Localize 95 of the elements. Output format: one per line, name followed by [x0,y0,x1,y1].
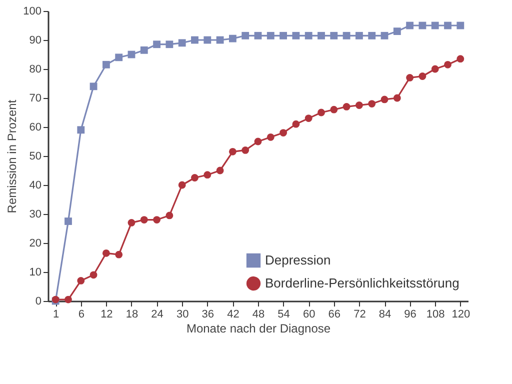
point [178,181,186,189]
point [444,22,452,30]
x-tick-label: 84 [378,308,392,320]
point [342,103,350,110]
point [280,32,288,40]
point [330,32,338,40]
x-tick-label: 30 [176,308,189,320]
x-tick-label: 6 [78,308,84,320]
y-tick-label: 90 [29,34,42,46]
point [266,133,274,141]
point [380,32,388,40]
x-tick-label: 1 [53,308,60,320]
point [418,72,426,80]
point [355,102,363,109]
legend-label: Depression [265,252,331,268]
point [418,22,426,30]
point [242,32,250,40]
x-tick-label: 48 [252,308,265,320]
x-tick-label: 60 [302,308,316,320]
y-tick-label: 0 [35,296,42,308]
point [318,108,325,116]
point [153,40,161,48]
point [216,166,224,174]
point [380,96,388,104]
point [254,138,262,146]
point [64,296,72,304]
x-tick-label: 66 [328,308,341,320]
point [228,148,236,156]
x-axis-title: Monate nach der Diagnose [186,322,331,336]
point [292,32,300,40]
x-tick-label: 72 [354,308,366,320]
point [431,65,439,73]
point [393,94,401,102]
point [266,32,274,40]
point [368,100,376,108]
y-tick-label: 70 [29,92,42,104]
point [90,271,98,279]
x-tick-label: 108 [426,308,445,320]
point [280,129,288,136]
point [115,54,123,62]
point [292,120,300,128]
point [166,212,174,220]
point [406,74,414,82]
point [393,28,401,36]
point [140,46,148,54]
point [191,36,198,44]
y-tick-label: 30 [29,208,42,220]
point [456,22,464,30]
legend-label: Borderline-Persönlichkeitsstörung [265,276,460,290]
point [204,171,212,179]
x-tick-label: 18 [126,308,138,320]
y-axis-title: Remission in Prozent [5,99,20,214]
point [77,126,85,134]
point [90,82,98,90]
point [140,216,148,224]
x-tick-label: 12 [100,308,113,320]
point [191,174,198,182]
point [318,32,325,40]
y-tick-label: 50 [29,150,42,162]
x-tick-label: 54 [278,308,290,320]
point [368,32,376,40]
point [178,39,186,47]
point [77,277,85,284]
point [304,32,312,40]
point [204,36,212,44]
point [128,219,136,226]
point [228,34,236,42]
point [304,114,312,122]
point [254,32,262,40]
point [444,60,452,68]
point [456,55,464,63]
point [330,106,338,114]
x-tick-label: 36 [202,308,214,320]
point [166,40,174,48]
point [115,250,123,258]
point [431,22,439,30]
x-tick-label: 96 [404,308,416,320]
y-tick-label: 20 [29,238,42,250]
point [102,60,110,68]
point [242,146,250,154]
y-tick-label: 40 [29,180,42,192]
y-tick-label: 10 [29,266,42,278]
y-tick-label: 80 [29,64,42,76]
y-tick-label: 100 [23,6,42,18]
point [216,36,224,44]
point [153,216,161,224]
point [102,249,110,257]
point [406,22,414,30]
point [342,32,350,40]
point [64,218,72,225]
x-tick-label: 42 [227,308,240,320]
x-tick-label: 24 [151,308,164,320]
x-tick-label: 120 [452,308,470,320]
point [355,32,363,40]
y-tick-label: 60 [29,122,42,134]
